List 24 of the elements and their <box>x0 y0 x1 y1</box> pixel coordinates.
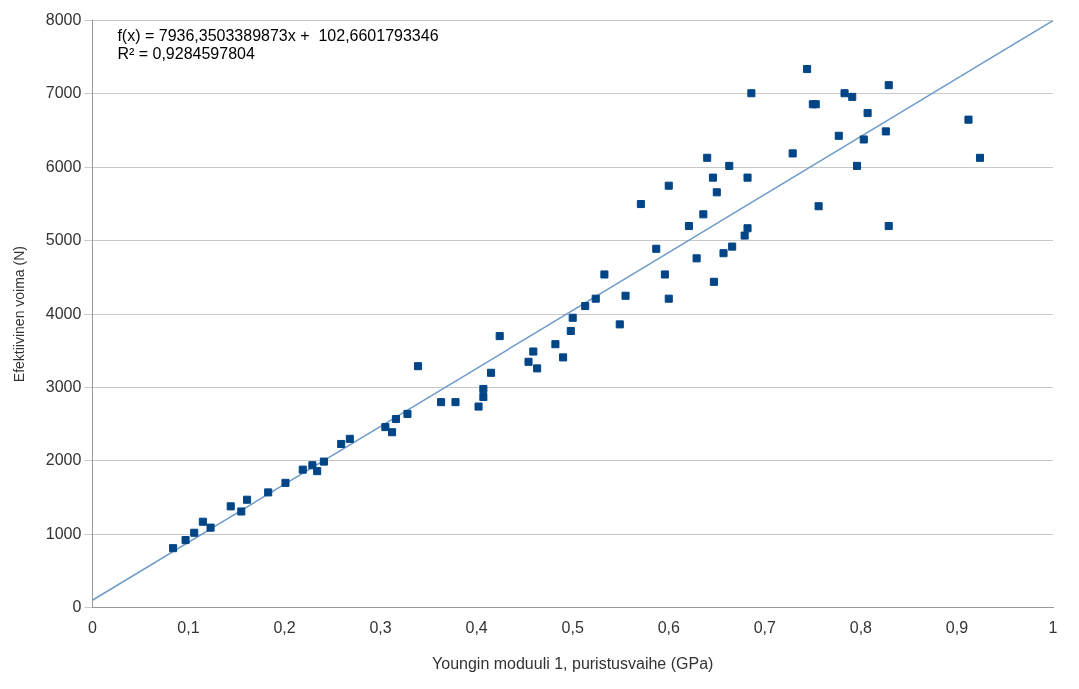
y-tick-label: 6000 <box>45 157 82 175</box>
x-tick-label: 0,2 <box>273 618 296 636</box>
x-tick-label: 0,1 <box>177 618 200 636</box>
y-tick-label: 5000 <box>45 231 82 249</box>
x-tick-label: 0,7 <box>753 618 777 636</box>
y-tick-label: 0 <box>72 598 82 616</box>
x-tick-label: 0,4 <box>465 618 488 636</box>
x-tick-label: 0 <box>87 618 97 636</box>
x-axis-title: Youngin moduuli 1, puristusvaihe (GPa) <box>432 654 714 672</box>
y-tick-label: 3000 <box>45 377 82 395</box>
y-tick-label: 2000 <box>45 451 82 469</box>
x-tick-label: 0,6 <box>657 618 680 636</box>
y-tick-label: 4000 <box>45 304 82 322</box>
y-tick-label: 7000 <box>45 84 82 102</box>
x-tick-label: 0,9 <box>945 618 969 636</box>
y-tick-label: 8000 <box>45 11 82 29</box>
x-tick-label: 1 <box>1048 618 1058 636</box>
x-tick-label: 0,5 <box>561 618 584 636</box>
annotation: f(x) = 7936,3503389873x + 102,6601793346 <box>117 27 439 45</box>
y-axis-title: Efektiivinen voima (N) <box>11 246 28 383</box>
x-tick-label: 0,8 <box>849 618 873 636</box>
annotation: R² = 0,9284597804 <box>117 45 255 63</box>
x-tick-label: 0,3 <box>369 618 392 636</box>
y-tick-label: 1000 <box>45 524 82 542</box>
